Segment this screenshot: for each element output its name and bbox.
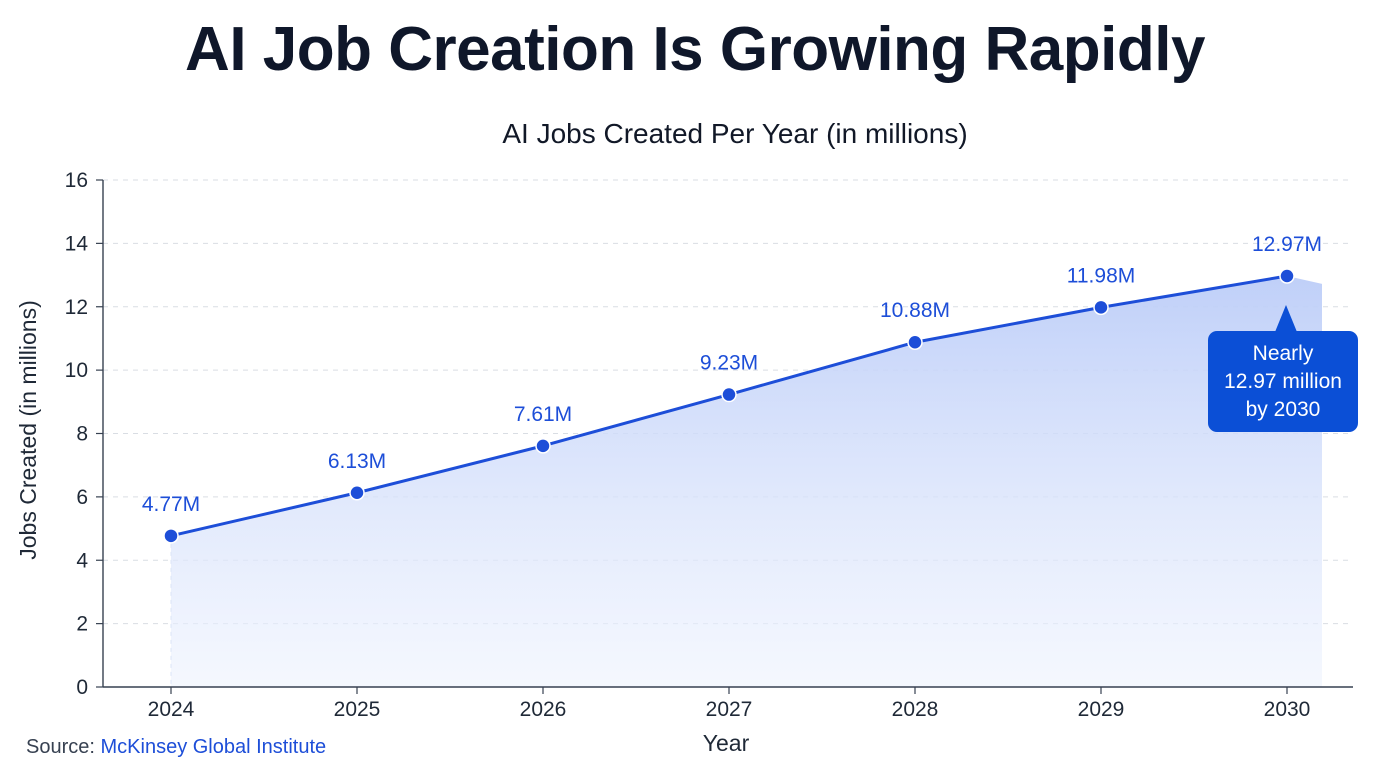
area-fill-layer (170, 276, 1322, 687)
data-points (163, 268, 1295, 544)
x-tick-label: 2026 (520, 698, 567, 721)
x-tick-label: 2027 (706, 698, 753, 721)
callout-line-1: Nearly (1252, 342, 1314, 365)
y-tick-label: 2 (76, 613, 88, 636)
data-label: 11.98M (1067, 264, 1136, 287)
data-point[interactable] (907, 334, 923, 350)
y-axis-label: Jobs Created (in millions) (15, 300, 41, 559)
data-point[interactable] (349, 485, 365, 501)
data-label: 10.88M (880, 299, 950, 322)
y-tick-label: 16 (65, 169, 88, 192)
data-point[interactable] (721, 386, 737, 403)
x-tick-labels: 2024 2025 2026 2027 2028 2029 2030 (148, 698, 1311, 721)
y-tick-label: 6 (76, 486, 88, 509)
x-tick-label: 2029 (1078, 698, 1125, 721)
data-point[interactable] (1279, 268, 1295, 284)
x-tick-label: 2030 (1264, 698, 1311, 721)
data-label: 12.97M (1252, 233, 1322, 256)
y-tick-label: 0 (76, 676, 88, 699)
y-tick-label: 12 (65, 296, 88, 319)
y-tick-labels: 0 2 4 6 8 10 12 14 16 (65, 169, 89, 699)
data-point[interactable] (535, 438, 551, 454)
data-point[interactable] (1093, 299, 1109, 316)
y-tick-label: 8 (76, 423, 88, 446)
axes (96, 179, 1353, 694)
y-tick-label: 4 (76, 549, 88, 572)
data-label: 6.13M (328, 450, 386, 473)
callout-line-3: by 2030 (1245, 398, 1321, 421)
data-point[interactable] (163, 528, 179, 544)
data-labels: 4.77M 6.13M 7.61M 9.23M 10.88M 11.98M 12.97M (142, 233, 1322, 516)
source-note: Source: McKinsey Global Institute (26, 736, 326, 759)
x-tick-label: 2024 (148, 698, 195, 721)
data-label: 9.23M (700, 352, 758, 375)
x-axis-label: Year (703, 730, 750, 756)
callout-annotation: Nearly 12.97 million by 2030 (1208, 305, 1358, 432)
x-tick-label: 2028 (892, 698, 939, 721)
page-title: AI Job Creation Is Growing Rapidly (185, 15, 1205, 84)
data-label: 7.61M (514, 403, 572, 426)
data-label: 4.77M (142, 493, 200, 516)
source-prefix: Source: (26, 736, 95, 758)
callout-line-2: 12.97 million (1224, 370, 1342, 393)
x-tick-label: 2025 (334, 698, 381, 721)
y-tick-label: 14 (65, 232, 89, 255)
chart-title: AI Jobs Created Per Year (in millions) (502, 118, 968, 149)
area-fill (171, 276, 1322, 687)
y-tick-label: 10 (65, 359, 88, 382)
source-name[interactable]: McKinsey Global Institute (100, 736, 327, 758)
